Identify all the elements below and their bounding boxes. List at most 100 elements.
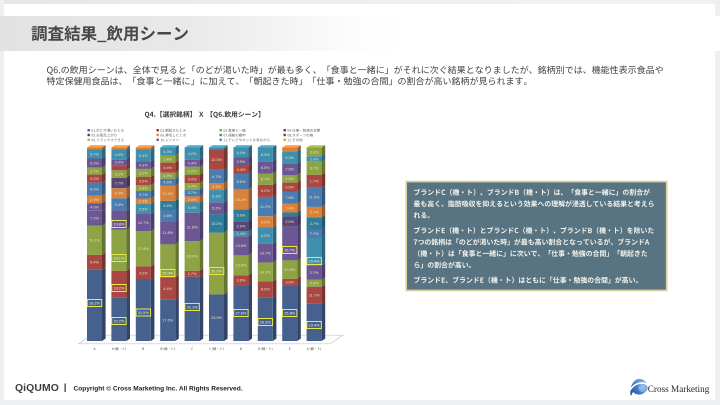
- svg-text:4.3%: 4.3%: [139, 164, 148, 168]
- svg-text:10.7%: 10.7%: [260, 252, 271, 256]
- svg-text:6.5%: 6.5%: [261, 166, 270, 170]
- svg-text:10.1%: 10.1%: [89, 239, 100, 243]
- svg-text:3.6%: 3.6%: [237, 279, 246, 283]
- svg-text:4.4%: 4.4%: [237, 151, 246, 155]
- svg-text:3.9%: 3.9%: [310, 150, 319, 154]
- svg-text:4.4%: 4.4%: [163, 287, 172, 291]
- svg-text:19.4%: 19.4%: [309, 323, 320, 327]
- svg-text:28.2%: 28.2%: [89, 301, 100, 305]
- svg-text:3.0%: 3.0%: [188, 178, 197, 182]
- svg-text:15.2%: 15.2%: [211, 222, 222, 226]
- svg-text:2.4%: 2.4%: [310, 157, 319, 161]
- svg-text:4.3%: 4.3%: [115, 192, 124, 196]
- svg-text:5.3%: 5.3%: [212, 195, 221, 199]
- svg-text:3.2%: 3.2%: [90, 177, 99, 181]
- svg-text:3.4%: 3.4%: [237, 168, 246, 172]
- svg-text:6.2%: 6.2%: [261, 234, 270, 238]
- svg-text:27.6%: 27.6%: [236, 311, 247, 315]
- svg-text:3.4%: 3.4%: [188, 185, 197, 189]
- svg-text:7.2%: 7.2%: [90, 217, 99, 221]
- svg-text:25.0%: 25.0%: [162, 271, 173, 275]
- svg-text:2.0%: 2.0%: [285, 220, 294, 224]
- svg-text:4.2%: 4.2%: [188, 152, 197, 156]
- svg-text:1.7%: 1.7%: [90, 170, 99, 174]
- svg-text:11.8%: 11.8%: [187, 225, 198, 229]
- svg-text:17.0%: 17.0%: [162, 319, 173, 323]
- svg-text:3.1%: 3.1%: [212, 185, 221, 189]
- svg-text:2.4%: 2.4%: [163, 158, 172, 162]
- svg-text:13.6%: 13.6%: [236, 244, 247, 248]
- svg-text:7.4%: 7.4%: [285, 206, 294, 210]
- svg-text:10.2%: 10.2%: [162, 192, 173, 196]
- svg-text:2.4%: 2.4%: [139, 200, 148, 204]
- svg-text:2.7%: 2.7%: [310, 271, 319, 275]
- svg-text:11.8%: 11.8%: [162, 231, 173, 235]
- svg-text:4.5%: 4.5%: [285, 177, 294, 181]
- svg-text:18.2%: 18.2%: [114, 286, 125, 290]
- svg-text:6.2%: 6.2%: [261, 189, 270, 193]
- svg-text:5.2%: 5.2%: [212, 207, 221, 211]
- svg-text:QiQUMO: QiQUMO: [15, 383, 59, 394]
- svg-text:5.4%: 5.4%: [188, 206, 197, 210]
- svg-text:19.8%: 19.8%: [114, 222, 125, 226]
- svg-text:3.7%: 3.7%: [188, 191, 197, 195]
- svg-text:3.7%: 3.7%: [310, 167, 319, 171]
- svg-text:1.7%: 1.7%: [310, 180, 319, 184]
- svg-text:3.0%: 3.0%: [285, 281, 294, 285]
- svg-text:4.2%: 4.2%: [261, 220, 270, 224]
- svg-text:3.2%: 3.2%: [139, 171, 148, 175]
- svg-text:3.4%: 3.4%: [115, 161, 124, 165]
- svg-text:25.8%: 25.8%: [284, 311, 295, 315]
- svg-text:18.1%: 18.1%: [114, 256, 125, 260]
- svg-text:5.4%: 5.4%: [90, 261, 99, 265]
- svg-text:5.3%: 5.3%: [115, 203, 124, 207]
- svg-text:6.3%: 6.3%: [285, 156, 294, 160]
- svg-text:4.3%: 4.3%: [188, 162, 197, 166]
- svg-text:22.2%: 22.2%: [114, 319, 125, 323]
- svg-text:10.9%: 10.9%: [284, 268, 295, 272]
- svg-text:6.7%: 6.7%: [212, 175, 221, 179]
- svg-text:4.3%: 4.3%: [163, 150, 172, 154]
- svg-text:6.4%: 6.4%: [163, 166, 172, 170]
- svg-text:2.9%: 2.9%: [237, 160, 246, 164]
- svg-text:Cross Marketing: Cross Marketing: [648, 384, 710, 394]
- svg-text:4.6%: 4.6%: [163, 214, 172, 218]
- svg-text:14.3%: 14.3%: [260, 270, 271, 274]
- svg-text:7.6%: 7.6%: [285, 168, 294, 172]
- svg-text:6.5%: 6.5%: [285, 185, 294, 189]
- svg-text:16.0%: 16.0%: [187, 254, 198, 258]
- svg-text:3.2%: 3.2%: [188, 169, 197, 173]
- svg-text:6.7%: 6.7%: [261, 178, 270, 182]
- svg-text:11.7%: 11.7%: [309, 294, 320, 298]
- svg-text:2.7%: 2.7%: [310, 222, 319, 226]
- svg-text:3.0%: 3.0%: [139, 179, 148, 183]
- svg-text:10.2%: 10.2%: [236, 198, 247, 202]
- svg-text:4.2%: 4.2%: [139, 271, 148, 275]
- svg-text:11.2%: 11.2%: [260, 205, 271, 209]
- svg-text:13.0%: 13.0%: [236, 264, 247, 268]
- svg-text:7.6%: 7.6%: [285, 196, 294, 200]
- svg-text:1.4%: 1.4%: [237, 232, 246, 236]
- svg-text:3.4%: 3.4%: [139, 186, 148, 190]
- svg-text:7.7%: 7.7%: [115, 181, 124, 185]
- svg-text:3.9%: 3.9%: [310, 282, 319, 286]
- svg-text:4.5%: 4.5%: [115, 153, 124, 157]
- svg-text:8.2%: 8.2%: [261, 288, 270, 292]
- svg-text:6.3%: 6.3%: [261, 153, 270, 157]
- svg-text:11.5%: 11.5%: [309, 196, 320, 200]
- svg-text:31.1%: 31.1%: [187, 305, 198, 309]
- svg-text:10.3%: 10.3%: [211, 158, 222, 162]
- svg-text:16.7%: 16.7%: [284, 248, 295, 252]
- svg-text:3.7%: 3.7%: [90, 152, 99, 156]
- svg-text:5.3%: 5.3%: [139, 154, 148, 158]
- svg-text:36.0%: 36.0%: [211, 269, 222, 273]
- svg-text:3.7%: 3.7%: [139, 193, 148, 197]
- svg-text:2.9%: 2.9%: [237, 225, 246, 229]
- svg-text:5.4%: 5.4%: [163, 204, 172, 208]
- svg-text:5.5%: 5.5%: [139, 207, 148, 211]
- svg-text:15.4%: 15.4%: [309, 259, 320, 263]
- svg-text:3.2%: 3.2%: [115, 172, 124, 176]
- svg-text:5.6%: 5.6%: [237, 214, 246, 218]
- svg-text:4.6%: 4.6%: [163, 181, 172, 185]
- svg-text:7.7%: 7.7%: [310, 232, 319, 236]
